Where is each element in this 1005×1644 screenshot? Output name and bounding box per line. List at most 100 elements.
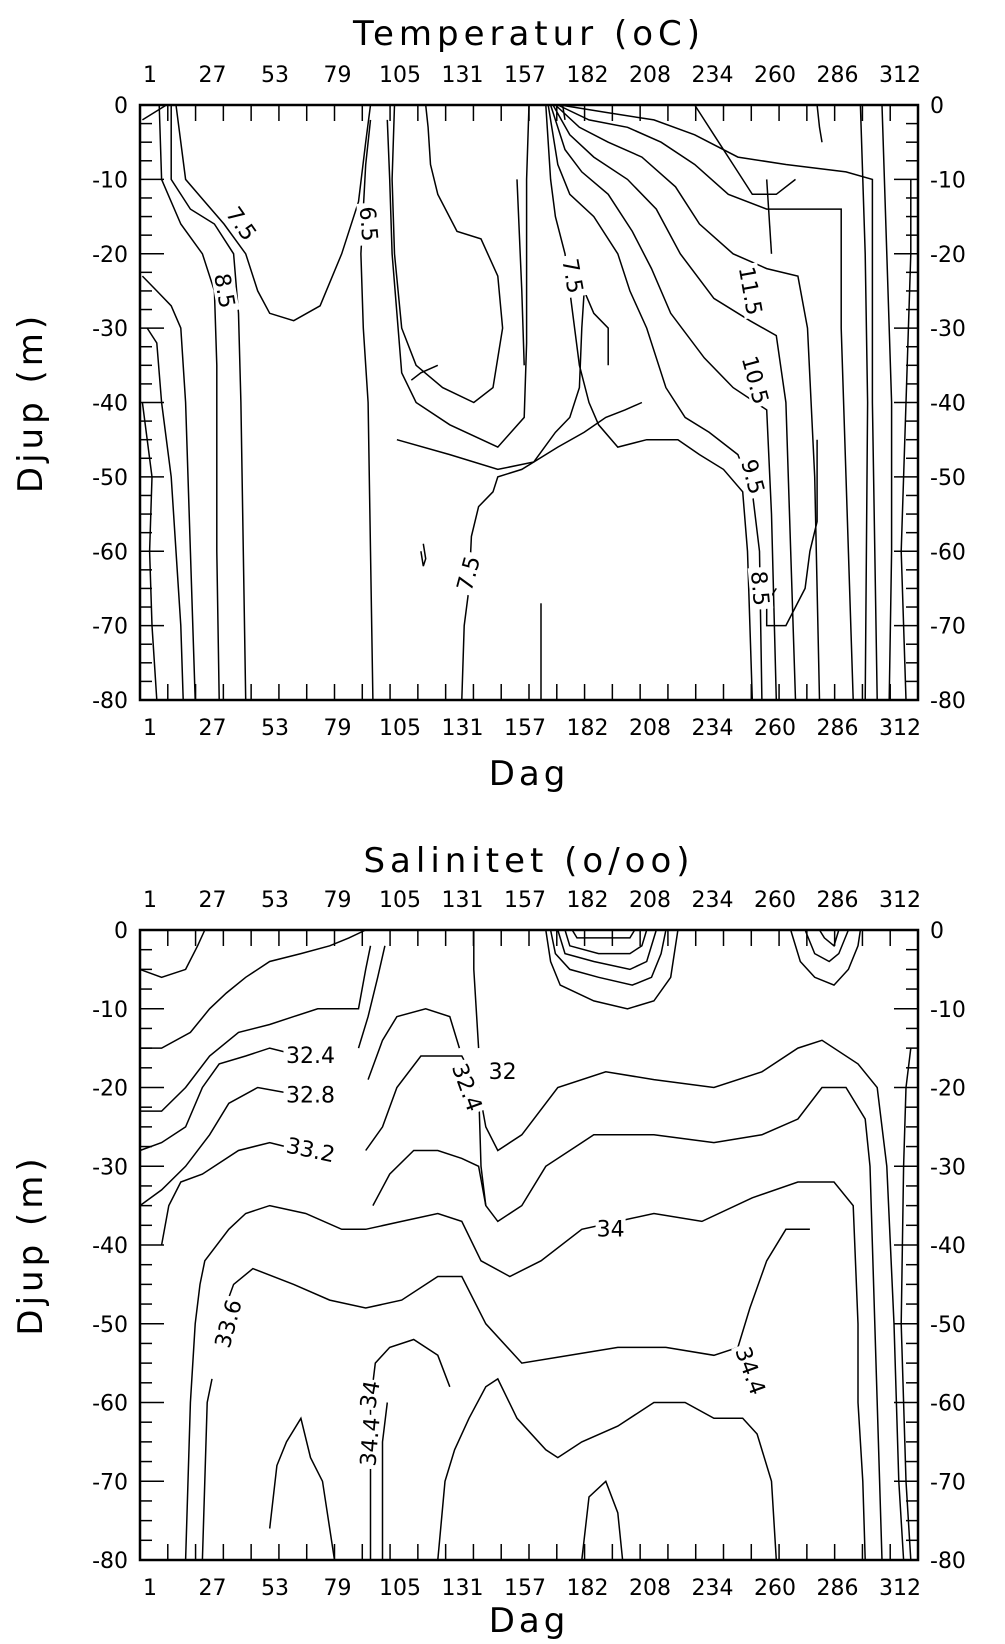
contour-label-background xyxy=(451,550,485,597)
contour-label-background xyxy=(356,1377,383,1412)
x-tick-label-top: 53 xyxy=(261,63,289,88)
contour-line xyxy=(694,104,796,196)
y-tick-label-left: 0 xyxy=(114,94,128,119)
contour-line xyxy=(581,1479,624,1561)
contour-label-background xyxy=(210,1294,246,1353)
contour-label-group: 33.6 xyxy=(210,1294,248,1353)
contour-line xyxy=(201,1378,213,1561)
contour-label-background xyxy=(283,1083,338,1106)
contour-label-background xyxy=(356,202,382,246)
contour-label-group: 11.5 xyxy=(733,262,767,320)
contour-line xyxy=(386,104,530,449)
contour-label: 33.6 xyxy=(211,1297,248,1351)
contour-line xyxy=(516,179,525,366)
x-tick-label-top: 53 xyxy=(261,888,289,913)
contour-label: 34.4 xyxy=(356,1416,385,1467)
contour-labels: 7.58.56.57.5 11.510.59.58.57.5 xyxy=(208,199,774,611)
x-tick-label-bottom: 131 xyxy=(442,1576,484,1601)
chart-title: Temperatur (oC) xyxy=(352,14,705,54)
x-tick-label-top: 260 xyxy=(754,63,796,88)
y-tick-label-right: -40 xyxy=(930,1234,966,1259)
x-tick-label-bottom: 53 xyxy=(261,716,289,741)
contour-line xyxy=(881,104,893,701)
x-tick-label-bottom: 79 xyxy=(324,1576,352,1601)
contour-line xyxy=(142,104,167,121)
contour-label-background xyxy=(731,1341,771,1400)
contour-label-group: 10.5 xyxy=(736,351,774,409)
y-tick-label-right: -60 xyxy=(930,540,966,565)
contour-line xyxy=(367,1008,461,1080)
y-tick-label-right: -80 xyxy=(930,1549,966,1574)
contour-line xyxy=(561,104,566,121)
contour-label-group: 34.4 xyxy=(356,1413,386,1470)
x-tick-label-top: 312 xyxy=(879,63,921,88)
contour-line xyxy=(140,945,372,1112)
x-tick-label-bottom: 27 xyxy=(199,716,227,741)
contour-line xyxy=(564,929,648,955)
contour-label: 11.5 xyxy=(733,265,766,318)
y-tick-label-left: -70 xyxy=(92,1470,128,1495)
x-tick-label-top: 79 xyxy=(324,63,352,88)
contour-label-group: 32.4 xyxy=(283,1044,338,1069)
x-tick-label-bottom: 208 xyxy=(629,1576,671,1601)
x-axis-label: Dag xyxy=(489,754,570,794)
x-tick-label-bottom: 208 xyxy=(629,716,671,741)
contour-label: 32.8 xyxy=(286,1083,335,1108)
contour-label-group: 8.5 xyxy=(208,268,240,314)
contour-label-background xyxy=(747,566,774,611)
contour-line xyxy=(396,290,609,471)
contour-line xyxy=(160,1141,302,1246)
contour-label-background xyxy=(356,1413,383,1470)
x-tick-label-bottom: 286 xyxy=(817,1576,859,1601)
contour-label-background xyxy=(737,453,770,500)
x-tick-label-top: 286 xyxy=(817,63,859,88)
contour-line xyxy=(549,104,778,701)
x-tick-label-top: 131 xyxy=(442,63,484,88)
contour-label-background xyxy=(282,1133,340,1166)
x-tick-label-bottom: 157 xyxy=(504,1576,546,1601)
x-tick-label-bottom: 1 xyxy=(143,1576,157,1601)
contour-label: 32.4 xyxy=(446,1060,486,1115)
x-tick-label-bottom: 53 xyxy=(261,1576,289,1601)
contour-line xyxy=(146,327,184,701)
contour-line xyxy=(554,104,821,701)
y-tick-label-right: -50 xyxy=(930,466,966,491)
contour-label: 10.5 xyxy=(736,353,773,407)
contour-label: 32.4 xyxy=(286,1044,335,1069)
y-tick-label-right: -20 xyxy=(930,243,966,268)
contour-label-group: 7.5 xyxy=(556,253,588,299)
axis-ticks xyxy=(140,930,918,1560)
contour-line xyxy=(549,929,667,986)
y-axis-label: Djup (m) xyxy=(11,1154,51,1335)
x-tick-label-bottom: 27 xyxy=(199,1576,227,1601)
contour-label-background xyxy=(447,1058,488,1117)
contour-line xyxy=(381,1402,389,1560)
y-tick-label-left: -20 xyxy=(92,243,128,268)
x-axis-label: Dag xyxy=(489,1601,570,1641)
y-tick-label-left: -30 xyxy=(92,1155,128,1180)
y-tick-label-right: -40 xyxy=(930,392,966,417)
x-tick-label-top: 27 xyxy=(199,63,227,88)
contour-line xyxy=(571,929,636,939)
plot-frame xyxy=(138,103,920,702)
contour-line xyxy=(557,104,854,701)
contour-line xyxy=(357,945,386,1049)
y-tick-label-left: -80 xyxy=(92,1549,128,1574)
contour-line xyxy=(816,104,823,143)
contour-line xyxy=(545,929,679,1010)
contour-line xyxy=(140,929,367,1049)
contour-label-background xyxy=(210,268,240,314)
x-tick-label-top: 27 xyxy=(199,888,227,913)
contour-label-group: 34 xyxy=(595,1217,626,1242)
contour-line xyxy=(545,104,754,701)
y-tick-label-right: -10 xyxy=(930,998,966,1023)
contour-label-background xyxy=(738,351,774,409)
contour-line xyxy=(557,929,658,971)
contour-line xyxy=(139,1047,302,1152)
contour-label: 8.5 xyxy=(745,570,773,607)
x-tick-label-top: 182 xyxy=(567,888,609,913)
y-tick-label-right: -20 xyxy=(930,1077,966,1102)
x-tick-label-top: 286 xyxy=(817,888,859,913)
y-tick-label-left: -60 xyxy=(92,1392,128,1417)
